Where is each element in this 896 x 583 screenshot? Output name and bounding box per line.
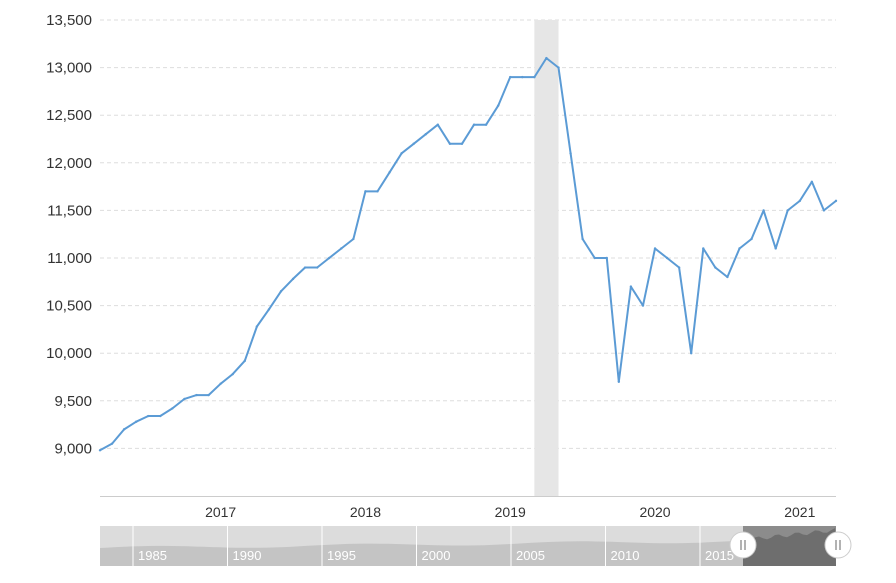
data-point [545,56,548,60]
data-point [400,152,403,155]
data-point [557,66,560,69]
data-point [460,142,464,145]
x-tick-label: 2020 [639,504,670,520]
data-point [279,290,283,293]
data-point [810,180,814,184]
data-point [207,393,210,397]
grip-handle-icon[interactable] [729,531,757,559]
y-tick-label: 9,000 [54,440,92,457]
data-point [617,380,621,383]
y-tick-label: 12,000 [46,155,92,172]
data-point [714,266,717,269]
x-tick-label: 2017 [205,504,236,520]
navigator-tick-label: 2010 [611,548,640,563]
data-point [328,256,331,260]
navigator-selection-area [743,528,836,566]
data-point [665,256,669,260]
navigator-tick-label: 1985 [138,548,167,563]
navigator-handle-left[interactable] [729,531,757,559]
y-tick-label: 10,500 [46,298,92,315]
data-point [183,397,186,401]
data-point [834,199,838,203]
data-point [533,75,536,79]
navigator-tick-label: 1990 [233,548,262,563]
data-point [472,123,476,126]
data-point [303,266,307,269]
data-point [593,256,596,260]
data-point [690,352,693,355]
data-point [315,266,319,269]
data-point [774,247,777,250]
data-point [243,359,246,363]
data-point [98,449,102,452]
y-tick-label: 10,000 [46,345,92,362]
data-point [677,266,681,269]
y-tick-label: 12,500 [46,107,92,124]
navigator-tick-label: 1995 [327,548,356,563]
data-point [653,247,657,250]
data-point [605,256,608,260]
data-point [702,247,705,250]
y-axis: 9,000 9,500 10,000 10,500 11,000 11,500 12,000… [46,12,92,457]
data-point [412,142,415,145]
data-point [521,75,524,79]
data-point [822,209,826,212]
data-point [122,428,126,431]
y-tick-label: 11,500 [47,202,92,219]
navigator-tick-label: 2000 [422,548,451,563]
data-point [231,372,234,376]
y-tick-label: 13,500 [46,12,92,29]
data-point [388,171,391,174]
data-point [171,407,174,410]
series-line [99,57,837,452]
y-tick-label: 11,000 [47,250,92,267]
navigator-tick-label: 2015 [705,548,734,563]
navigator-series-area [100,539,836,566]
data-point [798,199,802,203]
data-point [738,247,741,250]
data-point [364,190,367,193]
data-point [581,237,584,241]
series-group [98,56,838,452]
data-point [629,285,633,288]
recession-shading [534,20,559,496]
navigator-handle-right[interactable] [824,531,852,559]
data-point [424,133,427,136]
data-point [436,123,440,126]
data-point [219,382,222,385]
data-point [134,420,138,423]
x-tick-label: 2018 [350,504,381,520]
data-point [110,442,114,445]
data-point [340,247,343,250]
data-point [484,123,488,126]
navigator[interactable]: 19851990199520002005201020152020 [100,526,852,566]
data-point [267,308,271,311]
x-axis: 2017 2018 2019 2020 2021 [205,504,816,520]
data-point [352,237,355,241]
navigator-ticks: 19851990199520002005201020152020 [132,526,828,566]
y-tick-label: 9,500 [54,393,92,410]
data-point [509,75,512,79]
navigator-tick-label: 2005 [516,548,545,563]
y-tick-label: 13,000 [46,60,92,77]
x-tick-label: 2021 [784,504,815,520]
data-point [195,393,198,397]
data-point [376,190,379,193]
data-point [496,104,500,107]
data-point [762,209,765,212]
data-point [641,304,645,307]
grid-lines [100,19,836,449]
x-tick-label: 2019 [495,504,526,520]
data-point [159,414,162,418]
data-point [255,325,259,328]
data-point [448,142,452,145]
data-point [786,209,789,212]
data-point [291,277,295,281]
data-point [750,237,753,241]
data-point [569,152,572,155]
data-point [147,414,150,418]
grip-handle-icon[interactable] [824,531,852,559]
data-point [726,275,729,279]
